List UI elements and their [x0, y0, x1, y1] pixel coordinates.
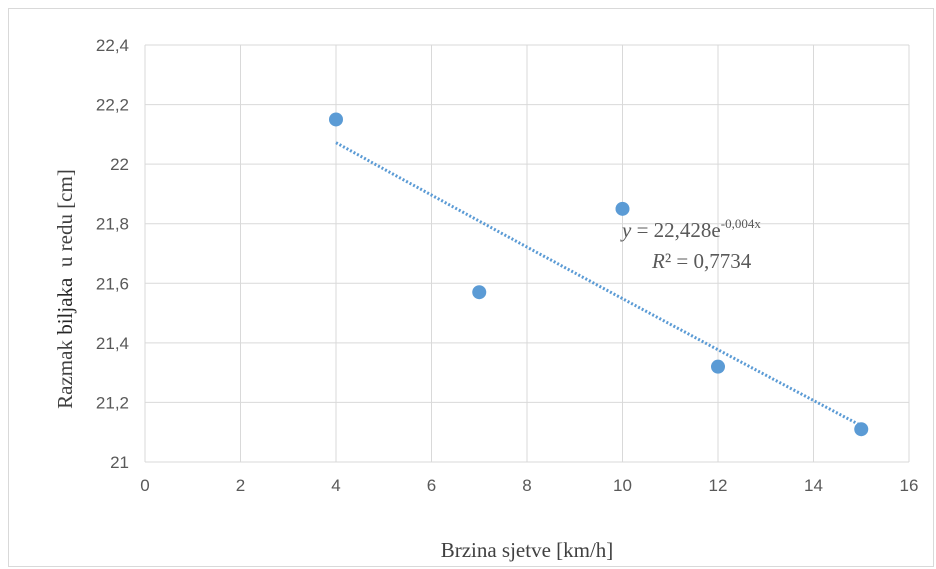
y-tick-label: 21,4: [96, 334, 129, 353]
data-point: [615, 201, 630, 216]
chart-area: [8, 8, 934, 567]
x-tick-label: 6: [427, 476, 436, 495]
data-point: [854, 422, 869, 437]
r-squared-label: R² = 0,7734: [651, 249, 752, 273]
data-points: [329, 112, 869, 437]
x-tick-label: 8: [522, 476, 531, 495]
trendline-equation: y = 22,428e-0,004x: [620, 216, 761, 242]
trendline-layer: [335, 141, 862, 428]
x-axis-title: Brzina sjetve [km/h]: [441, 538, 614, 562]
y-tick-label: 21,2: [96, 393, 129, 412]
y-tick-label: 21,8: [96, 215, 129, 234]
x-tick-label: 16: [900, 476, 919, 495]
y-tick-label: 21,6: [96, 274, 129, 293]
y-tick-label: 21: [110, 453, 129, 472]
x-tick-label: 4: [331, 476, 340, 495]
x-tick-label: 14: [804, 476, 823, 495]
x-tick-label: 10: [613, 476, 632, 495]
data-point: [329, 112, 343, 127]
trendline: [335, 141, 862, 428]
gridlines: [144, 44, 910, 463]
data-point: [472, 285, 487, 300]
x-tick-label: 12: [709, 476, 728, 495]
data-point: [711, 359, 725, 374]
y-axis-title: Razmak biljaka u redu [cm]: [53, 169, 77, 409]
y-tick-label: 22: [110, 155, 129, 174]
x-tick-label: 0: [140, 476, 149, 495]
tick-labels: 0 2 4 6 8 10 12 14 16 21 21,2 21,4 21,6 21,8 22 22,2 22,…: [96, 36, 919, 495]
y-tick-label: 22,4: [96, 36, 129, 55]
y-tick-label: 22,2: [96, 96, 129, 115]
x-tick-label: 2: [236, 476, 245, 495]
